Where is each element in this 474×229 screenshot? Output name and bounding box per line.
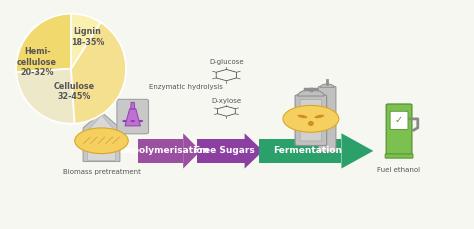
Text: Hemi-
cellulose
20-32%: Hemi- cellulose 20-32% (17, 47, 57, 77)
Title: Biomass: Biomass (52, 0, 90, 1)
Ellipse shape (298, 115, 307, 118)
FancyBboxPatch shape (117, 99, 148, 134)
Polygon shape (183, 133, 201, 169)
FancyBboxPatch shape (385, 154, 413, 158)
Text: Enzymatic hydrolysis: Enzymatic hydrolysis (149, 84, 223, 90)
Wedge shape (71, 22, 126, 124)
Wedge shape (298, 90, 324, 96)
FancyBboxPatch shape (319, 86, 336, 152)
Text: Lignin
18-35%: Lignin 18-35% (71, 27, 104, 46)
Text: Fuel ethanol: Fuel ethanol (377, 167, 420, 173)
Text: Depolymerisation: Depolymerisation (119, 146, 210, 155)
Polygon shape (83, 112, 120, 161)
Text: D-xylose: D-xylose (211, 98, 241, 104)
Text: Fermentation: Fermentation (273, 146, 342, 155)
Polygon shape (88, 115, 116, 161)
FancyBboxPatch shape (386, 104, 412, 155)
Circle shape (138, 120, 143, 122)
Text: Cellulose
32-45%: Cellulose 32-45% (53, 82, 94, 101)
Circle shape (122, 120, 127, 122)
Circle shape (283, 105, 339, 132)
Wedge shape (16, 14, 71, 72)
Polygon shape (341, 133, 374, 169)
Text: D-glucose: D-glucose (209, 59, 244, 65)
Polygon shape (138, 139, 183, 163)
Text: Free Sugars: Free Sugars (194, 146, 255, 155)
Polygon shape (125, 109, 140, 126)
Polygon shape (131, 102, 135, 109)
Text: Biomass pretreatment: Biomass pretreatment (63, 169, 140, 174)
Ellipse shape (314, 115, 324, 118)
Circle shape (75, 128, 128, 154)
Circle shape (130, 120, 135, 122)
Ellipse shape (308, 121, 314, 126)
Polygon shape (259, 139, 341, 163)
FancyBboxPatch shape (390, 111, 408, 129)
Wedge shape (71, 14, 100, 69)
FancyBboxPatch shape (300, 99, 322, 141)
Wedge shape (16, 69, 74, 124)
FancyBboxPatch shape (295, 95, 327, 145)
Text: ✓: ✓ (395, 115, 403, 125)
Polygon shape (245, 133, 263, 169)
Polygon shape (197, 139, 245, 163)
Wedge shape (320, 84, 334, 87)
